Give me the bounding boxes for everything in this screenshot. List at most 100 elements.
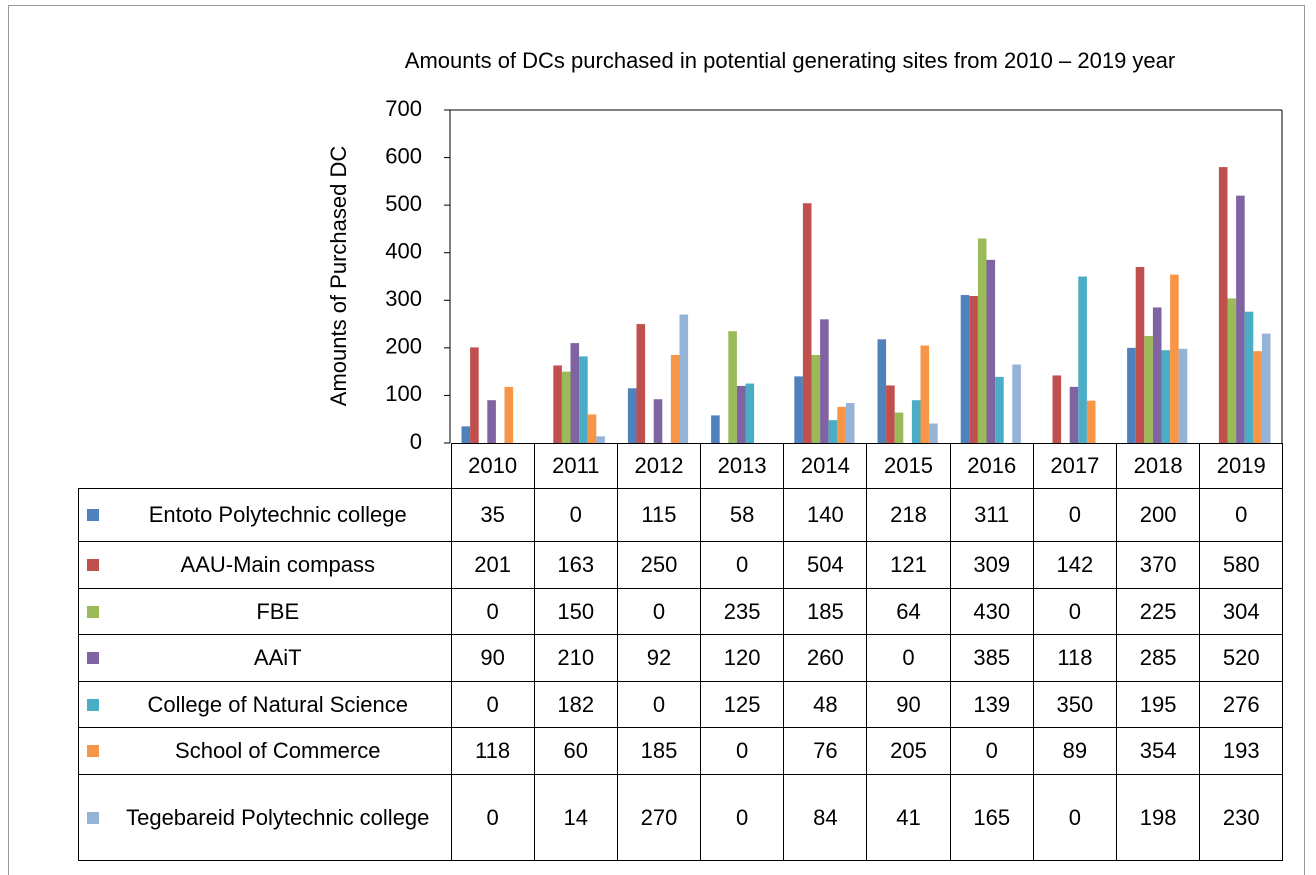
legend-entry: Tegebareid Polytechnic college <box>87 805 451 831</box>
table-value: 58 <box>700 488 785 542</box>
bar <box>487 400 496 443</box>
bar <box>627 388 637 443</box>
y-tick-label: 200 <box>385 334 422 359</box>
bar <box>1178 348 1188 443</box>
table-value: 270 <box>616 774 702 861</box>
table-value: 0 <box>866 634 951 682</box>
table-value: 120 <box>700 634 785 682</box>
table-value: 139 <box>949 681 1034 728</box>
legend-entry: School of Commerce <box>87 738 451 764</box>
legend-label: FBE <box>256 598 300 624</box>
table-corner <box>78 443 452 489</box>
bar <box>1127 347 1136 443</box>
x-tick-label: 2010 <box>450 443 535 489</box>
table-value: 0 <box>700 774 785 861</box>
y-tick-label: 600 <box>385 143 422 168</box>
bar <box>811 354 821 443</box>
bar <box>1261 333 1271 443</box>
bar <box>596 436 605 443</box>
legend-entry: AAU-Main compass <box>87 552 451 578</box>
table-value: 580 <box>1199 541 1284 589</box>
bar <box>636 324 646 443</box>
bar <box>1069 386 1079 443</box>
bar <box>653 399 663 443</box>
bar <box>894 412 904 443</box>
legend-entry: College of Natural Science <box>87 692 451 718</box>
bar <box>1236 195 1245 443</box>
bar <box>1161 350 1171 443</box>
bar <box>1086 400 1096 443</box>
legend-swatch <box>87 698 99 711</box>
table-value: 520 <box>1199 634 1284 682</box>
table-header-row: 2010 2011 2012 2013 2014 2015 2016 2017 2018 2019 <box>78 443 1284 489</box>
bar <box>1144 335 1153 443</box>
bar <box>828 420 838 443</box>
data-table: 2010 2011 2012 2013 2014 2015 2016 2017 2018 2019… <box>78 443 1284 861</box>
table-value: 84 <box>783 774 868 861</box>
table-value: 185 <box>783 588 868 635</box>
y-tick-label: 400 <box>385 239 422 264</box>
chart-title: Amounts of DCs purchased in potential ge… <box>405 48 1175 73</box>
table-value: 165 <box>949 774 1034 861</box>
table-value: 163 <box>533 541 618 589</box>
table-value: 48 <box>783 681 868 728</box>
table-value: 385 <box>949 634 1034 682</box>
table-value: 0 <box>450 588 535 635</box>
table-value: 0 <box>450 681 535 728</box>
bar <box>837 406 846 443</box>
table-value: 311 <box>949 488 1034 542</box>
bar <box>1170 274 1179 443</box>
legend-label: School of Commerce <box>175 738 381 763</box>
table-value: 260 <box>783 634 868 682</box>
table-value: 0 <box>1032 588 1118 635</box>
x-tick-label: 2013 <box>700 443 785 489</box>
bar <box>977 238 987 443</box>
table-value: 193 <box>1199 727 1284 775</box>
table-row: AAiT 90 210 92 120 260 0 385 118 285 520 <box>78 634 1284 682</box>
legend-cell: FBE <box>78 588 452 635</box>
legend-swatch <box>87 559 99 571</box>
table-value: 90 <box>866 681 951 728</box>
table-value: 195 <box>1115 681 1201 728</box>
y-tick-label: 700 <box>385 96 422 121</box>
bar <box>711 415 720 443</box>
bar <box>986 259 996 443</box>
table-value: 14 <box>533 774 618 861</box>
bar <box>470 347 479 443</box>
table-value: 182 <box>533 681 618 728</box>
legend-swatch <box>87 605 99 618</box>
table-value: 200 <box>1115 488 1201 542</box>
table-value: 0 <box>1032 488 1118 542</box>
bar <box>670 354 680 443</box>
table-value: 118 <box>450 727 535 775</box>
bar <box>929 423 938 443</box>
table-value: 504 <box>783 541 868 589</box>
table-row: Tegebareid Polytechnic college 0 14 270 0 84 4… <box>78 774 1284 861</box>
table-value: 0 <box>700 541 785 589</box>
legend-cell: AAiT <box>78 634 452 682</box>
table-value: 0 <box>450 774 535 861</box>
bar <box>1244 311 1254 443</box>
table-value: 142 <box>1032 541 1118 589</box>
bar <box>579 356 588 443</box>
bar <box>1052 375 1062 443</box>
table-row: Entoto Polytechnic college 35 0 115 58 140 218… <box>78 488 1284 542</box>
x-tick-label: 2011 <box>533 443 618 489</box>
legend-label: AAU-Main compass <box>180 552 375 577</box>
legend-cell: Tegebareid Polytechnic college <box>78 774 452 861</box>
table-value: 35 <box>450 488 535 542</box>
x-tick-label: 2018 <box>1115 443 1201 489</box>
table-value: 115 <box>616 488 702 542</box>
legend-cell: School of Commerce <box>78 727 452 775</box>
bar <box>794 376 803 443</box>
bar <box>1227 298 1237 443</box>
legend-label: Tegebareid Polytechnic college <box>126 804 430 830</box>
table-value: 309 <box>949 541 1034 589</box>
table-value: 276 <box>1199 681 1284 728</box>
bar <box>845 403 855 443</box>
table-value: 90 <box>450 634 535 682</box>
table-value: 92 <box>616 634 702 682</box>
table-value: 430 <box>949 588 1034 635</box>
legend-label: AAiT <box>253 645 302 670</box>
legend-entry: AAiT <box>87 645 451 671</box>
